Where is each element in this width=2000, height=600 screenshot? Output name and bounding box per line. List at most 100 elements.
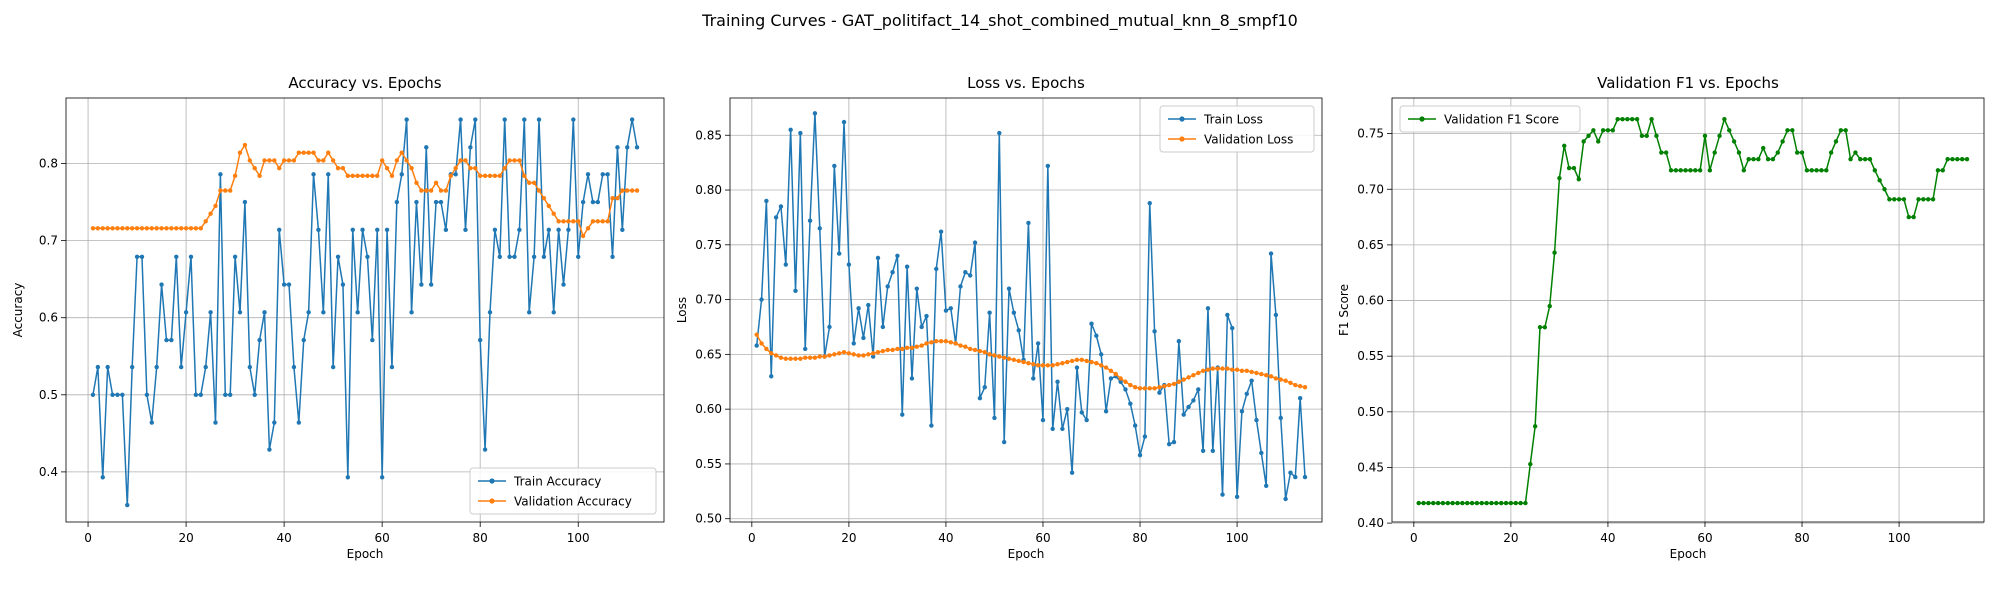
x-axis-label: Epoch [1670, 547, 1707, 561]
data-point [625, 145, 630, 150]
data-point [198, 226, 203, 231]
data-point [203, 219, 208, 224]
data-point [977, 396, 983, 401]
data-point [115, 392, 120, 397]
data-point [1196, 387, 1201, 392]
data-point [997, 130, 1002, 136]
data-point [1026, 360, 1031, 366]
data-point [257, 173, 262, 179]
data-point [1069, 358, 1075, 364]
data-point [1297, 383, 1303, 389]
data-point [178, 364, 184, 370]
data-point [1074, 357, 1080, 363]
legend-box [1399, 105, 1581, 133]
data-point [1591, 128, 1596, 133]
data-point [1273, 376, 1279, 381]
data-point [149, 226, 154, 231]
data-point [502, 165, 507, 171]
x-tick-label: 40 [1600, 531, 1615, 545]
data-point [1293, 474, 1298, 480]
data-point [1205, 306, 1211, 311]
data-point [1785, 128, 1790, 133]
data-point [1031, 362, 1036, 367]
data-point [1794, 150, 1800, 155]
data-point [1479, 500, 1484, 506]
data-point [1210, 366, 1216, 371]
data-point [856, 353, 861, 358]
data-point [154, 226, 159, 231]
data-point [904, 264, 910, 269]
data-point [1249, 378, 1254, 383]
data-point [943, 308, 949, 313]
data-point [1659, 150, 1664, 155]
data-point [1639, 133, 1645, 139]
data-point [885, 347, 890, 353]
data-point [443, 227, 449, 233]
data-point [1099, 363, 1104, 368]
data-point [1147, 386, 1152, 391]
y-tick-label: 0.75 [1357, 127, 1384, 141]
data-point [1239, 409, 1245, 414]
data-point [1494, 500, 1499, 506]
data-point [139, 254, 145, 260]
data-point [595, 219, 601, 224]
data-point [769, 351, 774, 356]
data-point [536, 117, 542, 122]
data-point [237, 310, 243, 315]
data-point [267, 447, 272, 452]
data-point [783, 356, 788, 361]
data-point [1697, 168, 1703, 173]
data-point [1532, 424, 1538, 429]
data-point [895, 346, 900, 352]
data-point [938, 229, 944, 234]
data-point [100, 226, 105, 231]
data-point [890, 270, 895, 275]
data-point [1693, 168, 1698, 173]
data-point [1278, 377, 1283, 382]
x-tick-label: 100 [567, 531, 590, 545]
data-point [798, 130, 803, 136]
data-point [100, 475, 105, 480]
legend: Train Accuracy Validation Accuracy [469, 467, 657, 515]
data-point [783, 262, 788, 267]
data-point [807, 355, 813, 360]
data-point [1166, 442, 1172, 447]
data-point [110, 226, 115, 231]
data-point [629, 117, 635, 122]
data-point [120, 226, 125, 231]
data-point [1045, 163, 1051, 169]
data-point [139, 226, 145, 231]
data-point [759, 341, 764, 346]
data-point [541, 196, 547, 201]
data-point [1060, 360, 1065, 366]
data-point [340, 165, 346, 171]
y-tick-label: 0.55 [695, 457, 722, 471]
data-point [228, 392, 233, 397]
data-point [208, 310, 213, 315]
data-point [634, 145, 640, 150]
data-point [531, 180, 537, 185]
data-point [296, 150, 302, 155]
data-point [890, 347, 895, 353]
data-point [1950, 157, 1955, 162]
data-point [473, 117, 478, 122]
x-axis-label: Epoch [347, 547, 384, 561]
data-point [1790, 128, 1795, 133]
y-tick-label: 0.40 [1357, 516, 1384, 530]
data-point [213, 203, 218, 209]
data-point [885, 284, 890, 289]
data-point [1244, 391, 1249, 397]
data-point [1892, 197, 1897, 202]
y-tick-label: 0.6 [39, 311, 58, 325]
data-point [1259, 450, 1264, 456]
data-point [595, 199, 601, 205]
data-point [1259, 371, 1264, 377]
data-point [1132, 385, 1138, 390]
data-point [1727, 128, 1732, 133]
data-point [1858, 157, 1863, 162]
data-point [1649, 116, 1654, 122]
data-point [1959, 157, 1965, 162]
data-point [384, 227, 390, 233]
data-point [605, 219, 610, 224]
y-tick-label: 0.7 [39, 234, 58, 248]
